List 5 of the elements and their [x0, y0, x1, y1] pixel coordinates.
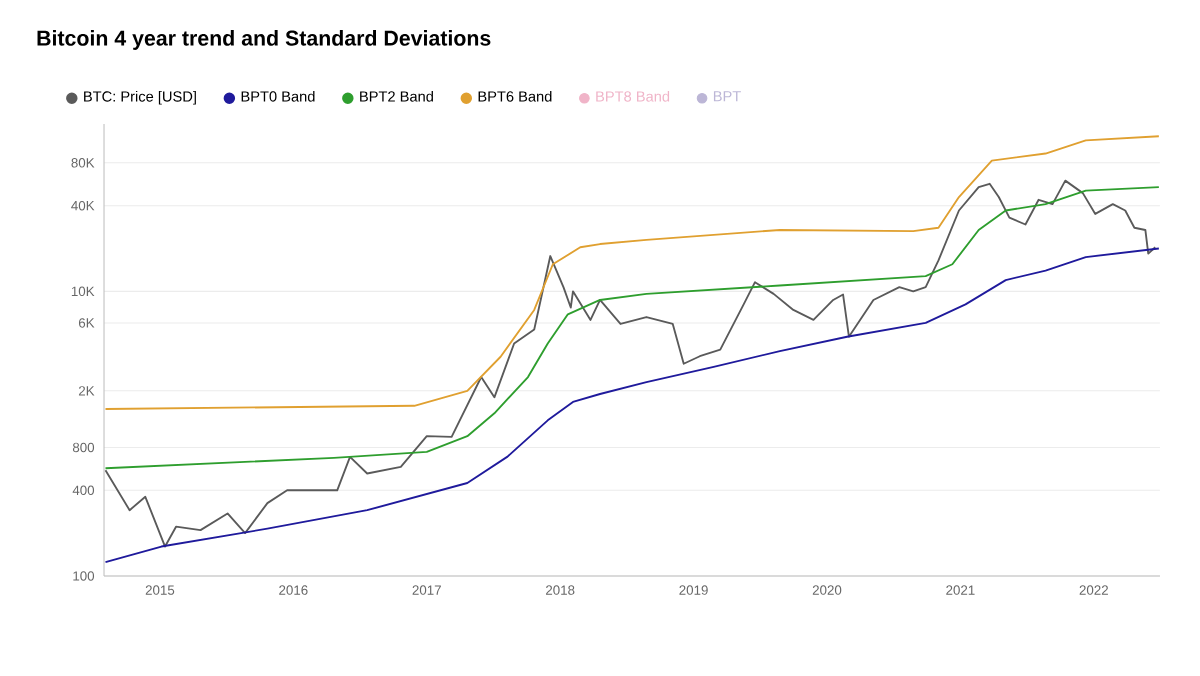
chart-title: Bitcoin 4 year trend and Standard Deviations — [37, 30, 491, 50]
line-series — [104, 179, 1157, 548]
line-series — [104, 186, 1160, 470]
line-series — [104, 247, 1160, 564]
line-series — [104, 135, 1160, 410]
